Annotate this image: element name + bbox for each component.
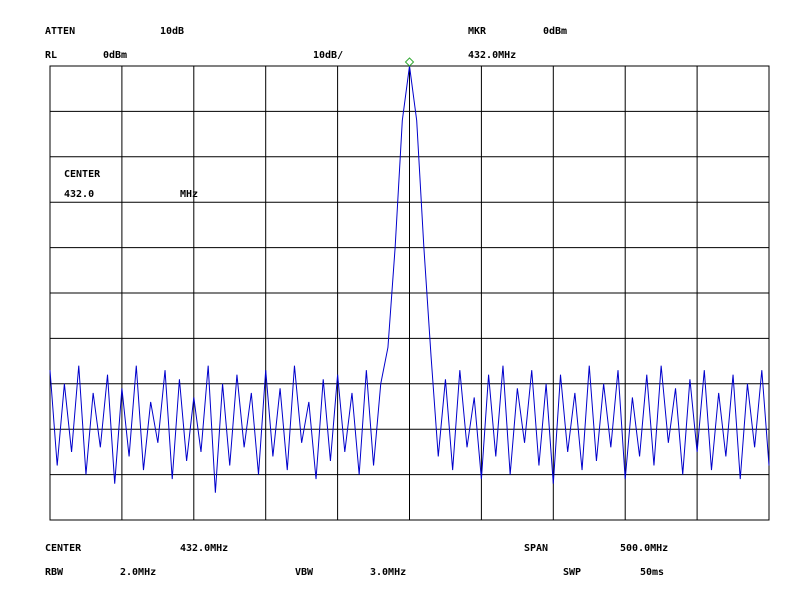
marker (404, 57, 415, 67)
label: VBW (295, 567, 314, 578)
value: 432.0MHz (468, 50, 516, 61)
value: 3.0MHz (370, 567, 406, 578)
value: 10dB/ (313, 50, 343, 61)
label: MKR (468, 26, 487, 37)
unit: MHz (180, 189, 198, 200)
value: 50ms (640, 567, 664, 578)
label: ATTEN (45, 26, 75, 37)
graticule (49, 65, 770, 521)
label: CENTER (64, 169, 101, 180)
value: 500.0MHz (620, 543, 668, 554)
label: CENTER (45, 543, 82, 554)
value: 10dB (160, 26, 184, 37)
value: 2.0MHz (120, 567, 156, 578)
value: 0dBm (103, 50, 127, 61)
label: SWP (563, 567, 581, 578)
label: SPAN (524, 543, 548, 554)
value: 432.0 (64, 189, 94, 200)
value: 432.0MHz (180, 543, 228, 554)
label: RL (45, 50, 57, 61)
value: 0dBm (543, 26, 567, 37)
label: RBW (45, 567, 64, 578)
